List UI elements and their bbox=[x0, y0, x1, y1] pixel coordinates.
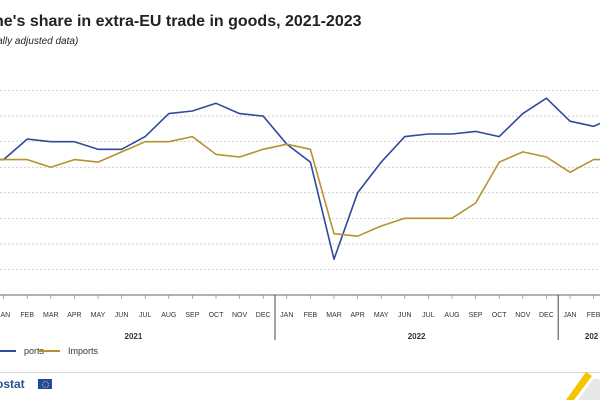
x-tick-label: OCT bbox=[492, 312, 508, 319]
chart-subtitle: onally adjusted data) bbox=[0, 36, 79, 47]
x-tick-label: NOV bbox=[515, 312, 531, 319]
brand-ribbon-icon bbox=[566, 372, 600, 400]
x-tick-label: MAR bbox=[326, 312, 342, 319]
year-label: 2021 bbox=[125, 332, 143, 341]
x-tick-label: JAN bbox=[563, 312, 576, 319]
chart-title: ne's share in extra-EU trade in goods, 2… bbox=[0, 13, 362, 30]
legend-swatch-imports bbox=[38, 350, 60, 352]
x-tick-label: JUL bbox=[422, 312, 435, 319]
year-label: 202 bbox=[585, 332, 599, 341]
x-tick-label: OCT bbox=[209, 312, 225, 319]
x-tick-label: APR bbox=[67, 312, 81, 319]
legend-swatch-exports bbox=[0, 350, 16, 352]
x-tick-label: SEP bbox=[469, 312, 483, 319]
x-tick-label: DEC bbox=[256, 312, 271, 319]
legend-label-imports: Imports bbox=[68, 346, 99, 356]
x-tick-label: JUN bbox=[115, 312, 129, 319]
x-tick-label: JAN bbox=[280, 312, 293, 319]
x-tick-label: NOV bbox=[232, 312, 248, 319]
legend-item-exports: ports bbox=[0, 346, 44, 356]
eu-flag-icon bbox=[38, 379, 52, 389]
legend-label-exports: ports bbox=[24, 346, 45, 356]
x-tick-label: SEP bbox=[185, 312, 199, 319]
eurostat-logo: ostat bbox=[0, 377, 25, 391]
x-tick-label: FEB bbox=[304, 312, 318, 319]
x-tick-label: FEB bbox=[20, 312, 34, 319]
x-tick-label: JUN bbox=[398, 312, 412, 319]
x-tick-label: FEB bbox=[587, 312, 600, 319]
x-tick-label: JAN bbox=[0, 312, 10, 319]
x-tick-label: AUG bbox=[161, 312, 176, 319]
footer-divider bbox=[0, 372, 600, 373]
year-label: 2022 bbox=[408, 332, 426, 341]
corner-brand-mark bbox=[540, 360, 600, 400]
legend-item-imports: Imports bbox=[38, 346, 98, 356]
x-tick-label: MAY bbox=[374, 312, 389, 319]
x-tick-label: AUG bbox=[444, 312, 459, 319]
x-tick-label: APR bbox=[350, 312, 364, 319]
x-tick-label: MAY bbox=[91, 312, 106, 319]
x-tick-label: DEC bbox=[539, 312, 554, 319]
imports-line bbox=[0, 135, 600, 237]
exports-line bbox=[0, 97, 600, 261]
x-tick-label: JUL bbox=[139, 312, 152, 319]
x-tick-label: MAR bbox=[43, 312, 59, 319]
